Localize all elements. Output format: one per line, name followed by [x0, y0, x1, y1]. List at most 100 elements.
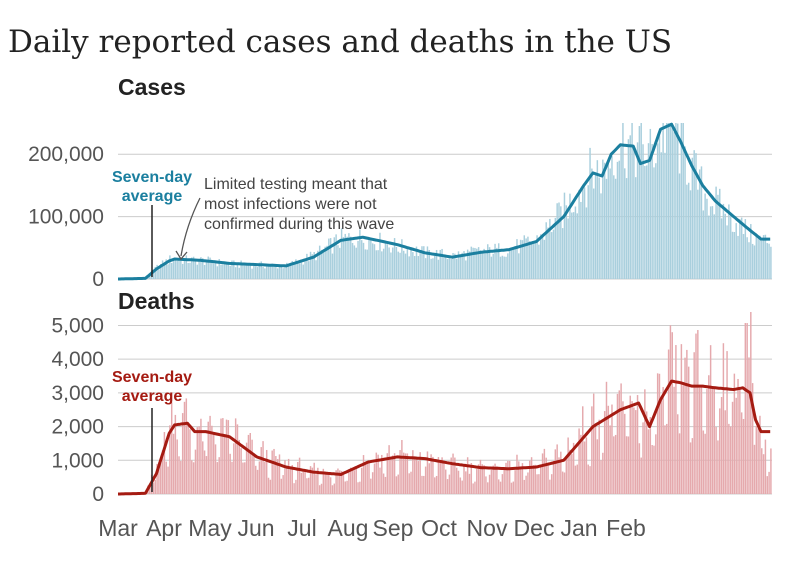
cases-daily-bar	[282, 268, 284, 279]
cases-daily-bar	[415, 246, 418, 279]
cases-y-tick-label: 0	[92, 268, 104, 291]
deaths-daily-bar	[631, 401, 633, 494]
deaths-daily-bar	[578, 428, 580, 494]
cases-daily-bar	[212, 263, 215, 279]
cases-daily-bar	[412, 252, 414, 279]
cases-daily-bar	[152, 269, 155, 279]
cases-daily-bar	[585, 207, 588, 279]
deaths-daily-bar	[154, 479, 156, 494]
deaths-daily-bar	[563, 472, 566, 494]
cases-daily-bar	[360, 240, 363, 279]
cases-daily-bar	[529, 241, 531, 279]
cases-daily-bar	[291, 260, 294, 279]
deaths-daily-bar	[748, 357, 750, 494]
deaths-daily-bar	[583, 441, 586, 494]
cases-daily-bar	[306, 253, 308, 279]
cases-daily-bar	[516, 239, 518, 279]
deaths-daily-bar	[399, 450, 401, 494]
deaths-daily-bar	[459, 477, 462, 494]
cases-daily-bar	[746, 237, 748, 279]
x-tick-label: Jul	[287, 515, 316, 541]
cases-daily-bar	[331, 253, 334, 279]
deaths-daily-bar	[302, 471, 304, 494]
deaths-daily-bar	[735, 397, 737, 494]
deaths-daily-bar	[306, 478, 308, 494]
deaths-daily-bar	[677, 414, 679, 494]
deaths-daily-bar	[238, 439, 241, 494]
cases-daily-bar	[649, 128, 652, 279]
deaths-daily-bar	[390, 458, 392, 494]
cases-daily-bar	[523, 235, 526, 279]
cases-daily-bar	[525, 238, 527, 279]
deaths-daily-bar	[596, 439, 599, 494]
deaths-daily-bar	[770, 448, 772, 494]
cases-daily-bar	[645, 165, 648, 279]
deaths-daily-bar	[523, 479, 526, 494]
cases-daily-bar	[554, 217, 557, 279]
deaths-daily-bar	[527, 472, 529, 494]
cases-daily-bar	[154, 266, 156, 279]
cases-daily-bar	[160, 264, 162, 279]
deaths-daily-bar	[307, 477, 310, 494]
deaths-daily-bar	[381, 454, 383, 494]
cases-daily-bar	[419, 251, 421, 279]
cases-daily-bar	[583, 187, 586, 279]
deaths-daily-bar	[225, 419, 228, 494]
cases-daily-bar	[271, 263, 273, 279]
deaths-daily-bar	[624, 413, 626, 494]
deaths-daily-bar	[737, 378, 739, 494]
cases-daily-bar	[368, 238, 370, 279]
deaths-daily-bar	[457, 470, 460, 494]
cases-daily-bar	[149, 274, 151, 279]
deaths-daily-bar	[286, 467, 288, 494]
cases-daily-bar	[417, 256, 420, 279]
cases-daily-bar	[757, 236, 759, 279]
cases-daily-bar	[739, 219, 741, 279]
cases-daily-bar	[656, 143, 659, 279]
deaths-daily-bar	[276, 459, 279, 494]
deaths-daily-bar	[536, 474, 538, 494]
deaths-daily-bar	[532, 465, 535, 494]
cases-daily-bar	[313, 252, 315, 279]
deaths-daily-bar	[395, 476, 398, 494]
deaths-daily-bar	[651, 445, 653, 494]
deaths-daily-bar	[655, 434, 657, 494]
deaths-daily-bar	[234, 418, 237, 494]
cases-daily-bar	[229, 265, 231, 279]
deaths-daily-bar	[625, 436, 628, 494]
deaths-daily-bar	[634, 410, 637, 494]
cases-y-tick-label: 200,000	[28, 143, 104, 166]
deaths-daily-bar	[244, 462, 246, 494]
cases-daily-bar	[264, 268, 266, 279]
cases-daily-bar	[708, 215, 710, 279]
deaths-daily-bar	[291, 464, 294, 494]
cases-daily-bar	[231, 260, 233, 279]
cases-daily-bar	[702, 210, 705, 279]
deaths-daily-bar	[574, 465, 577, 494]
cases-daily-bar	[477, 247, 480, 279]
cases-daily-bar	[569, 193, 571, 279]
cases-daily-bar	[461, 252, 463, 279]
cases-daily-bar	[655, 163, 657, 279]
deaths-daily-bar	[167, 466, 169, 494]
deaths-daily-bar	[452, 453, 454, 494]
deaths-daily-bar	[297, 461, 299, 494]
cases-daily-bar	[216, 266, 219, 279]
cases-daily-bar	[609, 168, 611, 279]
deaths-daily-bar	[267, 477, 270, 494]
deaths-daily-bar	[359, 481, 361, 494]
deaths-daily-bar	[633, 407, 635, 494]
deaths-daily-bar	[571, 454, 573, 494]
cases-daily-bar	[518, 253, 520, 279]
deaths-daily-bar	[251, 439, 253, 494]
cases-daily-bar	[658, 134, 661, 279]
cases-daily-bar	[735, 223, 737, 279]
deaths-daily-bar	[350, 467, 352, 494]
deaths-daily-bar	[477, 464, 480, 494]
cases-daily-bar	[508, 248, 511, 279]
cases-daily-bar	[724, 213, 726, 279]
deaths-daily-bar	[468, 473, 471, 494]
deaths-daily-bar	[373, 463, 376, 494]
cases-daily-bar	[401, 239, 403, 279]
cases-daily-bar	[726, 225, 728, 279]
